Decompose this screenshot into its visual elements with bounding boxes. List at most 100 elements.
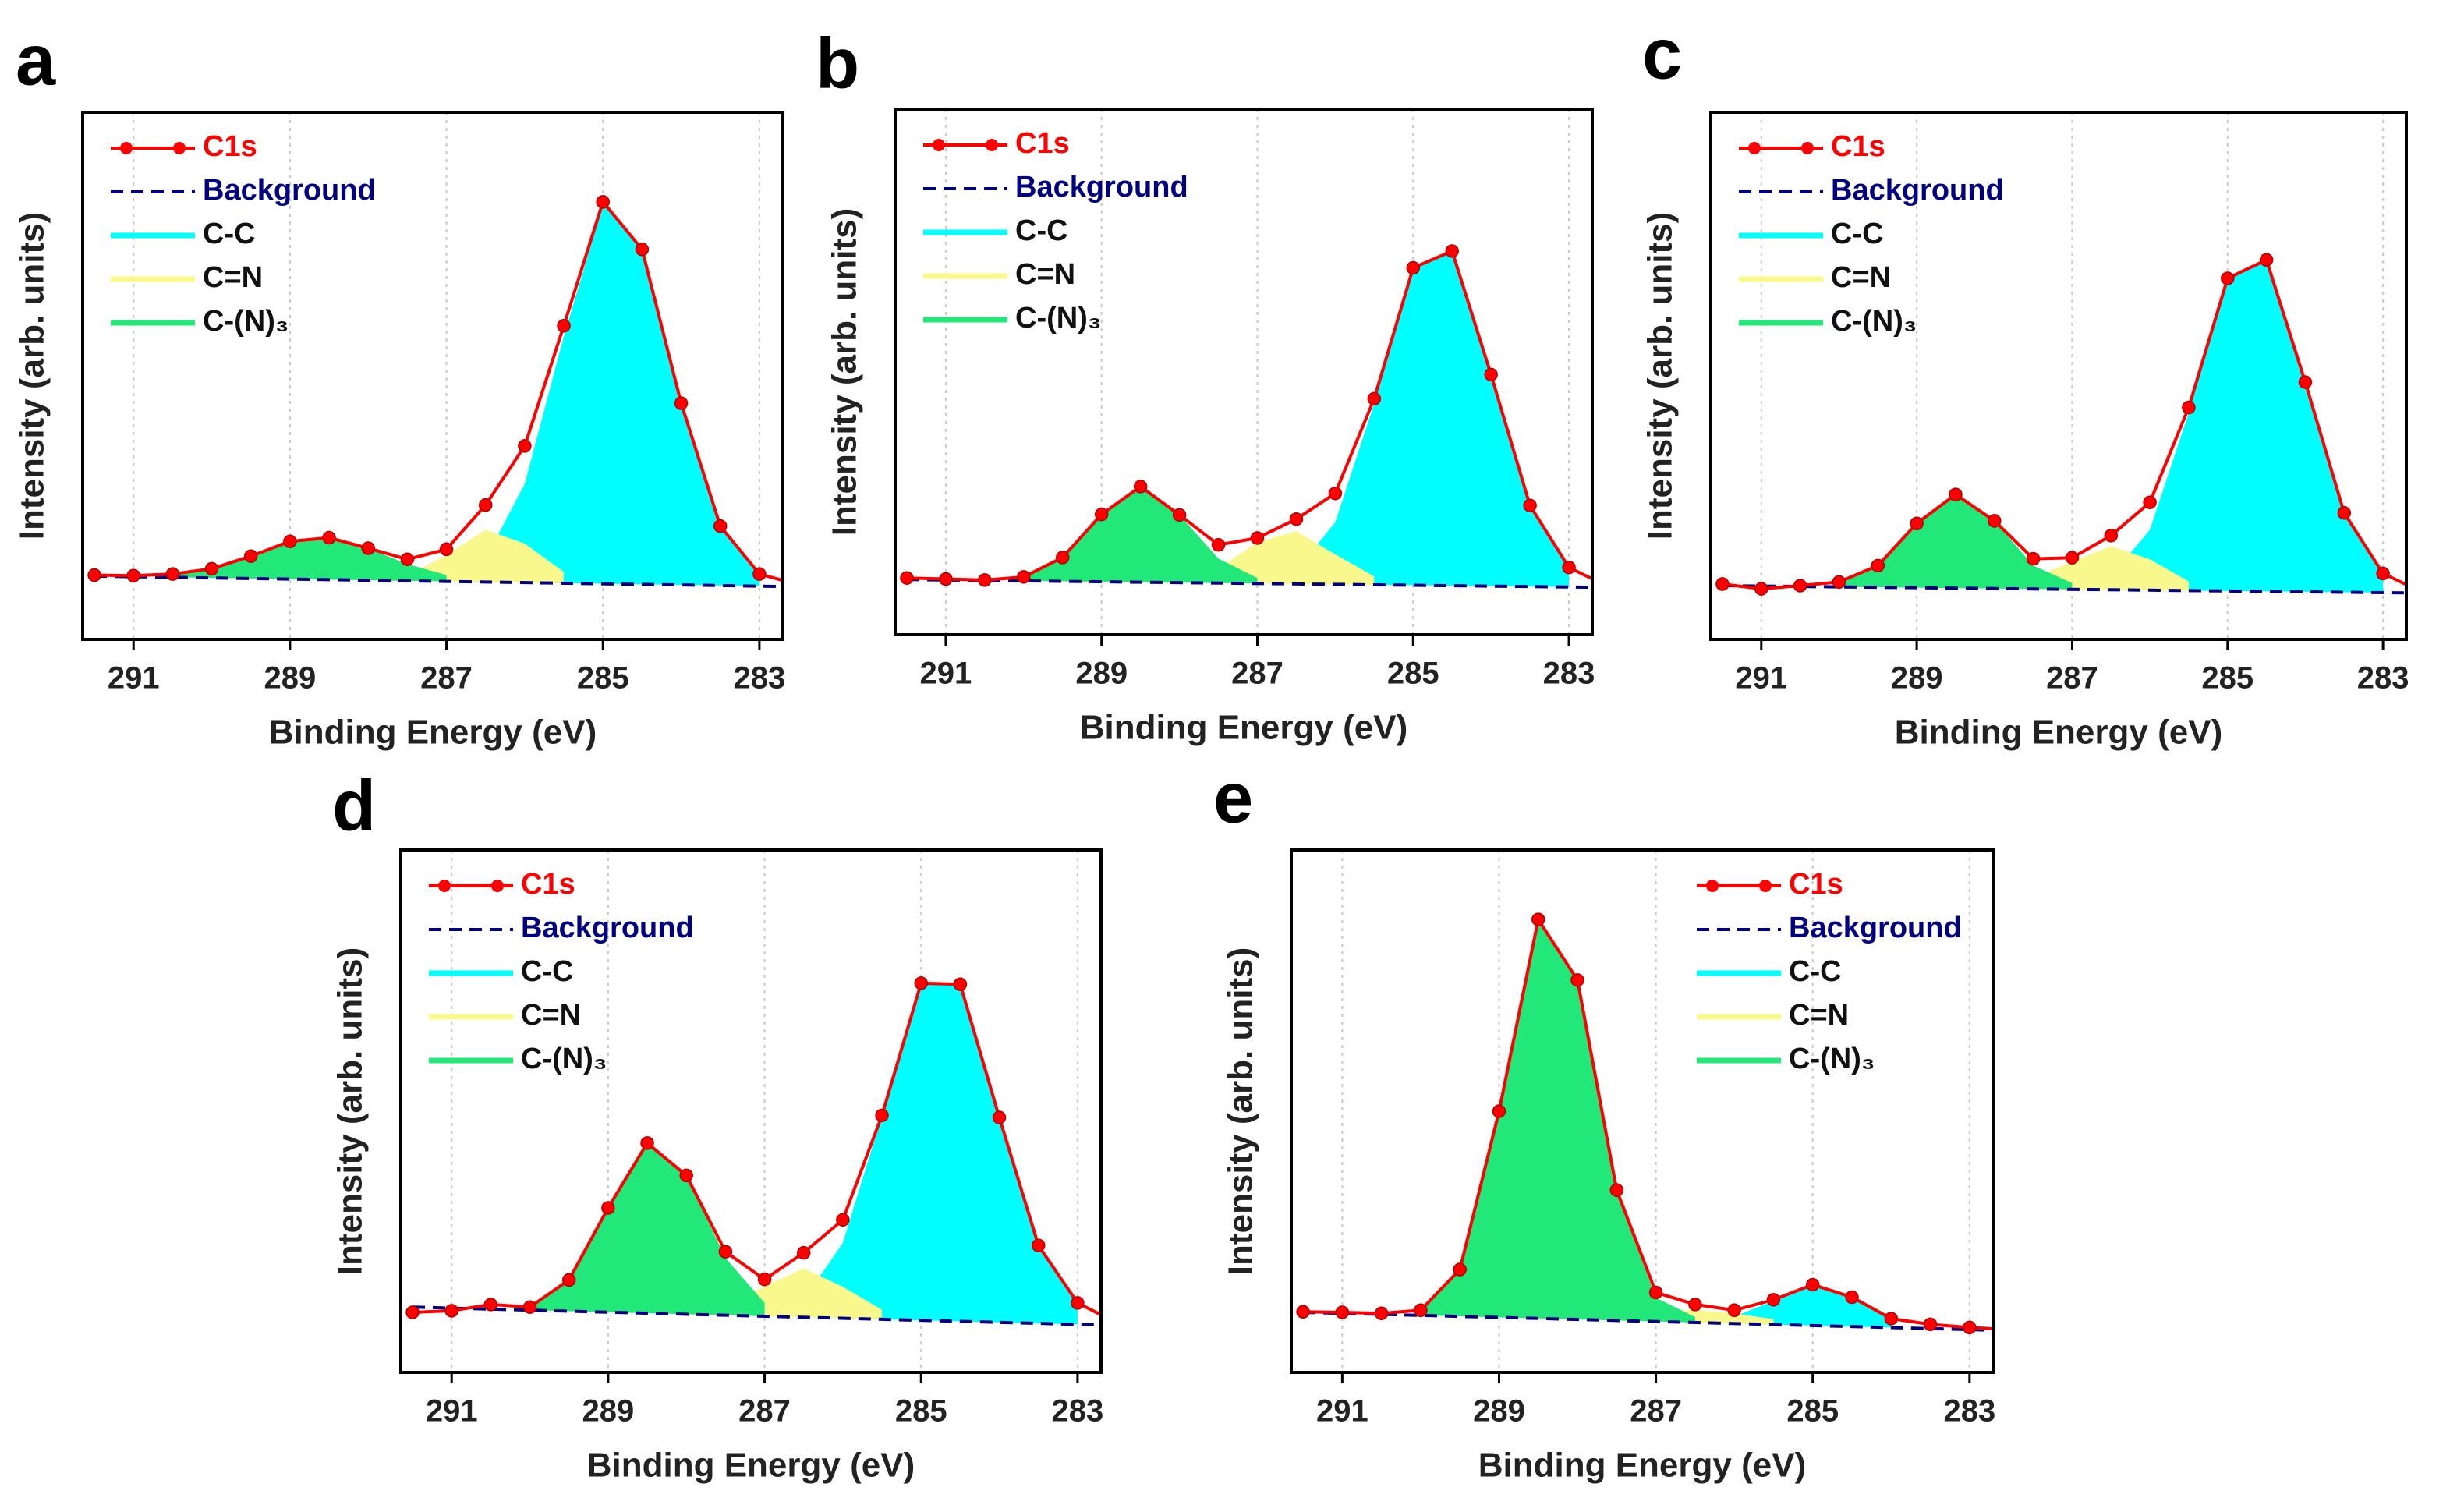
data-point [792, 579, 805, 591]
data-point [1414, 1303, 1428, 1318]
panel-label: e [1213, 758, 1253, 837]
legend-label: C-C [1789, 955, 1842, 988]
data-point [1688, 1298, 1702, 1312]
data-point [978, 573, 992, 587]
data-point [2416, 586, 2428, 598]
legend-label: C-C [1831, 218, 1884, 250]
data-point [601, 1201, 615, 1215]
data-point [1949, 487, 1963, 501]
data-point [1531, 912, 1545, 926]
component-area [485, 204, 759, 586]
plot-area [1296, 912, 1993, 1335]
data-point [204, 561, 219, 576]
x-tick-label: 289 [1075, 657, 1128, 691]
x-tick-label: 285 [577, 661, 629, 696]
data-point [1609, 1183, 1624, 1197]
data-point [635, 243, 650, 257]
data-point [1715, 577, 1730, 591]
data-point [2104, 529, 2119, 543]
data-point [1884, 1312, 1899, 1326]
data-point [1754, 582, 1768, 596]
background-line [1303, 1310, 1993, 1332]
plot-frame [1709, 111, 2408, 641]
data-point [2182, 400, 2196, 415]
data-point [1832, 575, 1846, 590]
x-tick-label: 287 [738, 1394, 791, 1429]
y-axis-title: Intensity (arb. units) [1641, 212, 1680, 540]
data-point [1406, 260, 1421, 275]
data-point [1133, 480, 1148, 494]
legend-marker [1801, 142, 1814, 154]
data-point [1211, 537, 1226, 552]
plot-area [87, 195, 805, 591]
x-tick-label: 289 [264, 661, 317, 696]
panel-label: b [816, 23, 859, 103]
legend-marker [986, 139, 998, 151]
data-point [1017, 570, 1031, 584]
legend-label: Background [203, 174, 376, 207]
data-point [439, 542, 454, 557]
data-point [1335, 1305, 1350, 1319]
data-point [2065, 551, 2080, 565]
panel: b 291 289 287 285 283 Binding Energy (eV) Inten… [816, 23, 1595, 747]
legend-label: C=N [1789, 999, 1849, 1032]
panel: d 291 289 287 285 283 Binding Energy (eV) Inten… [331, 766, 1104, 1485]
data-point [1367, 391, 1382, 406]
x-tick-label: 287 [1231, 657, 1283, 691]
x-tick-label: 283 [1052, 1394, 1104, 1429]
data-point [1071, 1296, 1085, 1310]
data-point [2143, 495, 2157, 509]
legend-marker [173, 142, 186, 154]
data-point [1492, 1104, 1506, 1118]
data-point [875, 1108, 889, 1123]
component-area [1023, 486, 1258, 584]
data-point [1648, 1285, 1663, 1300]
legend-label: Background [521, 912, 694, 944]
data-point [836, 1213, 850, 1227]
data-point [1056, 551, 1070, 565]
panel: a 291 289 287 285 283 Binding Energy (eV) Inten… [13, 20, 805, 751]
data-point [1805, 1277, 1820, 1292]
x-axis-title: Binding Energy (eV) [1080, 709, 1407, 747]
data-point [1793, 579, 1807, 593]
x-tick-label: 291 [108, 661, 160, 696]
component-area [2033, 546, 2189, 591]
background-line [906, 578, 1592, 590]
legend-label: C-(N)₃ [1015, 302, 1101, 335]
panel-label: c [1642, 14, 1682, 94]
plot-area [900, 244, 1592, 590]
data-point [1328, 486, 1343, 501]
legend-label: C1s [1831, 130, 1885, 163]
data-point [1923, 1317, 1938, 1332]
data-point [640, 1136, 654, 1150]
data-point [2376, 566, 2390, 581]
data-point [1484, 367, 1498, 382]
x-axis-title: Binding Energy (eV) [587, 1446, 915, 1485]
x-tick-label: 283 [1943, 1394, 1995, 1429]
x-tick-label: 291 [920, 657, 972, 691]
legend-label: C=N [521, 999, 581, 1032]
x-tick-label: 291 [1735, 661, 1787, 696]
legend-label: C1s [521, 868, 575, 901]
data-point [483, 1298, 498, 1312]
data-point [1523, 498, 1537, 512]
data-point [283, 534, 297, 549]
x-tick-label: 289 [1891, 661, 1943, 696]
data-point [718, 1245, 733, 1259]
x-tick-label: 283 [1543, 657, 1595, 691]
x-tick-label: 283 [2357, 661, 2409, 696]
plot-frame [399, 848, 1103, 1374]
data-point [752, 567, 767, 581]
data-point [2026, 551, 2041, 566]
data-point [939, 572, 953, 586]
plot-frame [81, 111, 784, 641]
x-tick-label: 289 [582, 1394, 635, 1429]
data-point [2221, 271, 2235, 285]
data-point [444, 1304, 458, 1318]
data-point [1453, 1262, 1467, 1277]
x-tick-label: 285 [1387, 657, 1439, 691]
background-line [412, 1305, 1101, 1327]
data-point [405, 1305, 420, 1319]
data-point [243, 549, 258, 563]
panel: c 291 289 287 285 283 Binding Energy (eV) Inten… [1641, 14, 2428, 751]
